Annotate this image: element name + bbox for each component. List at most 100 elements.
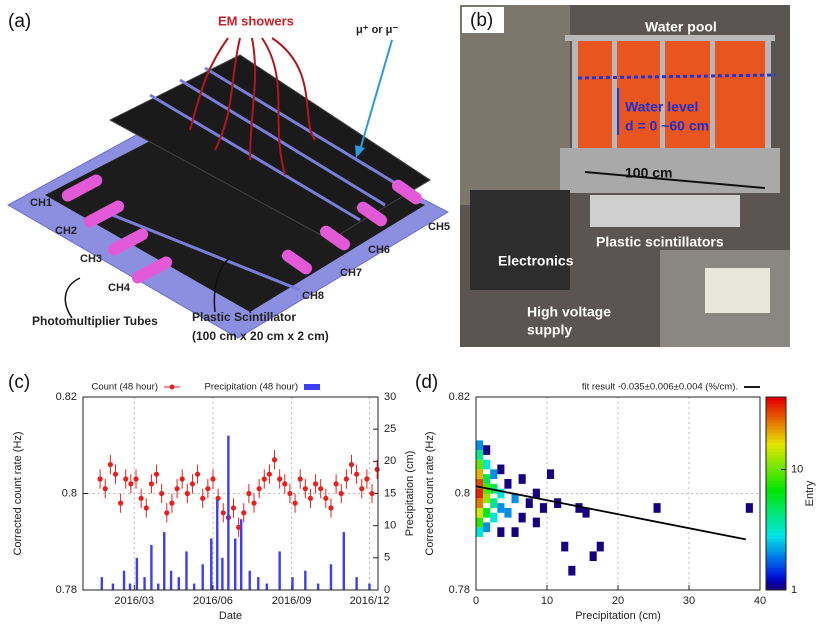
pool-frame — [565, 35, 775, 41]
y2-tick-label: 0 — [384, 584, 390, 596]
upper-layer — [108, 54, 431, 241]
colorbar-step — [766, 480, 786, 485]
bar — [157, 583, 160, 590]
cell — [518, 512, 526, 523]
point — [138, 495, 144, 501]
colorbar-step — [766, 570, 786, 575]
colorbar-step — [766, 429, 786, 433]
cell — [532, 517, 540, 528]
point — [302, 486, 308, 492]
cell — [561, 541, 569, 552]
panel-label: (d) — [415, 372, 438, 393]
bar — [239, 519, 243, 590]
cell — [483, 459, 491, 470]
channel-label: CH2 — [55, 225, 77, 237]
colorbar-step — [766, 580, 786, 585]
cell — [490, 498, 498, 508]
bar — [210, 538, 213, 590]
point — [97, 476, 103, 482]
colorbar-step — [766, 544, 786, 549]
colorbar-step — [766, 474, 786, 478]
cell — [476, 450, 484, 460]
point — [348, 461, 355, 468]
point — [369, 490, 375, 497]
point — [343, 476, 349, 482]
cell — [476, 488, 484, 499]
colorbar-step — [766, 477, 786, 482]
colorbar-step — [766, 554, 786, 559]
colorbar-step — [766, 403, 786, 408]
colorbar-step — [766, 583, 786, 588]
bar — [169, 570, 173, 590]
bar — [192, 583, 196, 590]
point — [230, 505, 237, 511]
detector-drawing — [6, 37, 450, 339]
x-tick-label: 10 — [541, 595, 553, 607]
y2-tick-label: 10 — [384, 520, 396, 532]
x-tick-label: 2016/03 — [114, 595, 154, 607]
colorbar-step — [766, 509, 786, 514]
point — [169, 500, 175, 506]
point — [153, 471, 160, 477]
pmt-pointer — [64, 277, 81, 319]
width-label: 100 cm — [625, 165, 672, 181]
point — [318, 486, 324, 492]
bar — [143, 577, 146, 590]
colorbar-step — [766, 425, 786, 430]
cell — [575, 503, 583, 513]
colorbar-step — [766, 496, 786, 501]
cell — [483, 493, 491, 504]
point — [256, 486, 262, 492]
fit-line — [475, 485, 746, 541]
colorbar-step — [766, 454, 786, 459]
bar — [201, 564, 204, 590]
colorbar-step — [766, 499, 786, 504]
point — [364, 476, 370, 482]
point — [189, 481, 196, 487]
colorbar-step — [766, 461, 786, 466]
bar — [291, 577, 294, 590]
colorbar-step — [766, 435, 786, 440]
bar — [316, 583, 320, 590]
y-tick-label: 0.8 — [62, 487, 77, 499]
x-tick-label: 30 — [683, 595, 695, 607]
x-tick-label: 2016/12 — [350, 595, 390, 607]
y2-tick-label: 30 — [384, 391, 396, 403]
colorbar-step — [766, 577, 786, 581]
point — [359, 486, 365, 492]
hv-label: supply — [527, 322, 572, 338]
y-axis-label: Corrected count rate (Hz) — [12, 431, 24, 555]
muon-arrow — [359, 39, 393, 151]
colorbar-step — [766, 445, 786, 449]
legend-swatch — [304, 384, 320, 390]
cell — [476, 527, 484, 537]
cell — [511, 527, 519, 537]
plot-frame — [475, 396, 761, 591]
colorbar-step — [766, 406, 786, 411]
scint-label: Plastic Scintillator — [192, 310, 296, 324]
cell — [476, 517, 484, 528]
point — [174, 486, 180, 492]
point — [333, 481, 339, 487]
bar — [355, 577, 358, 590]
colorbar-step — [766, 409, 786, 414]
cell — [476, 507, 484, 518]
cell — [532, 488, 540, 499]
scint-size: (100 cm x 20 cm x 2 cm) — [192, 329, 329, 343]
bar — [111, 583, 115, 590]
bar — [278, 551, 281, 590]
point — [323, 495, 329, 501]
point — [328, 505, 334, 511]
colorbar-step — [766, 561, 786, 565]
colorbar-step — [766, 586, 786, 591]
colorbar-step — [766, 451, 786, 456]
channel-label: CH5 — [428, 221, 450, 233]
colorbar-step — [766, 416, 786, 421]
pmt-label: Photomultiplier Tubes — [32, 314, 158, 328]
colorbar-step — [766, 470, 786, 475]
colorbar-tick-label: 1 — [791, 584, 797, 596]
cell — [653, 503, 661, 513]
colorbar-step — [766, 464, 786, 469]
colorbar-step — [766, 503, 786, 507]
